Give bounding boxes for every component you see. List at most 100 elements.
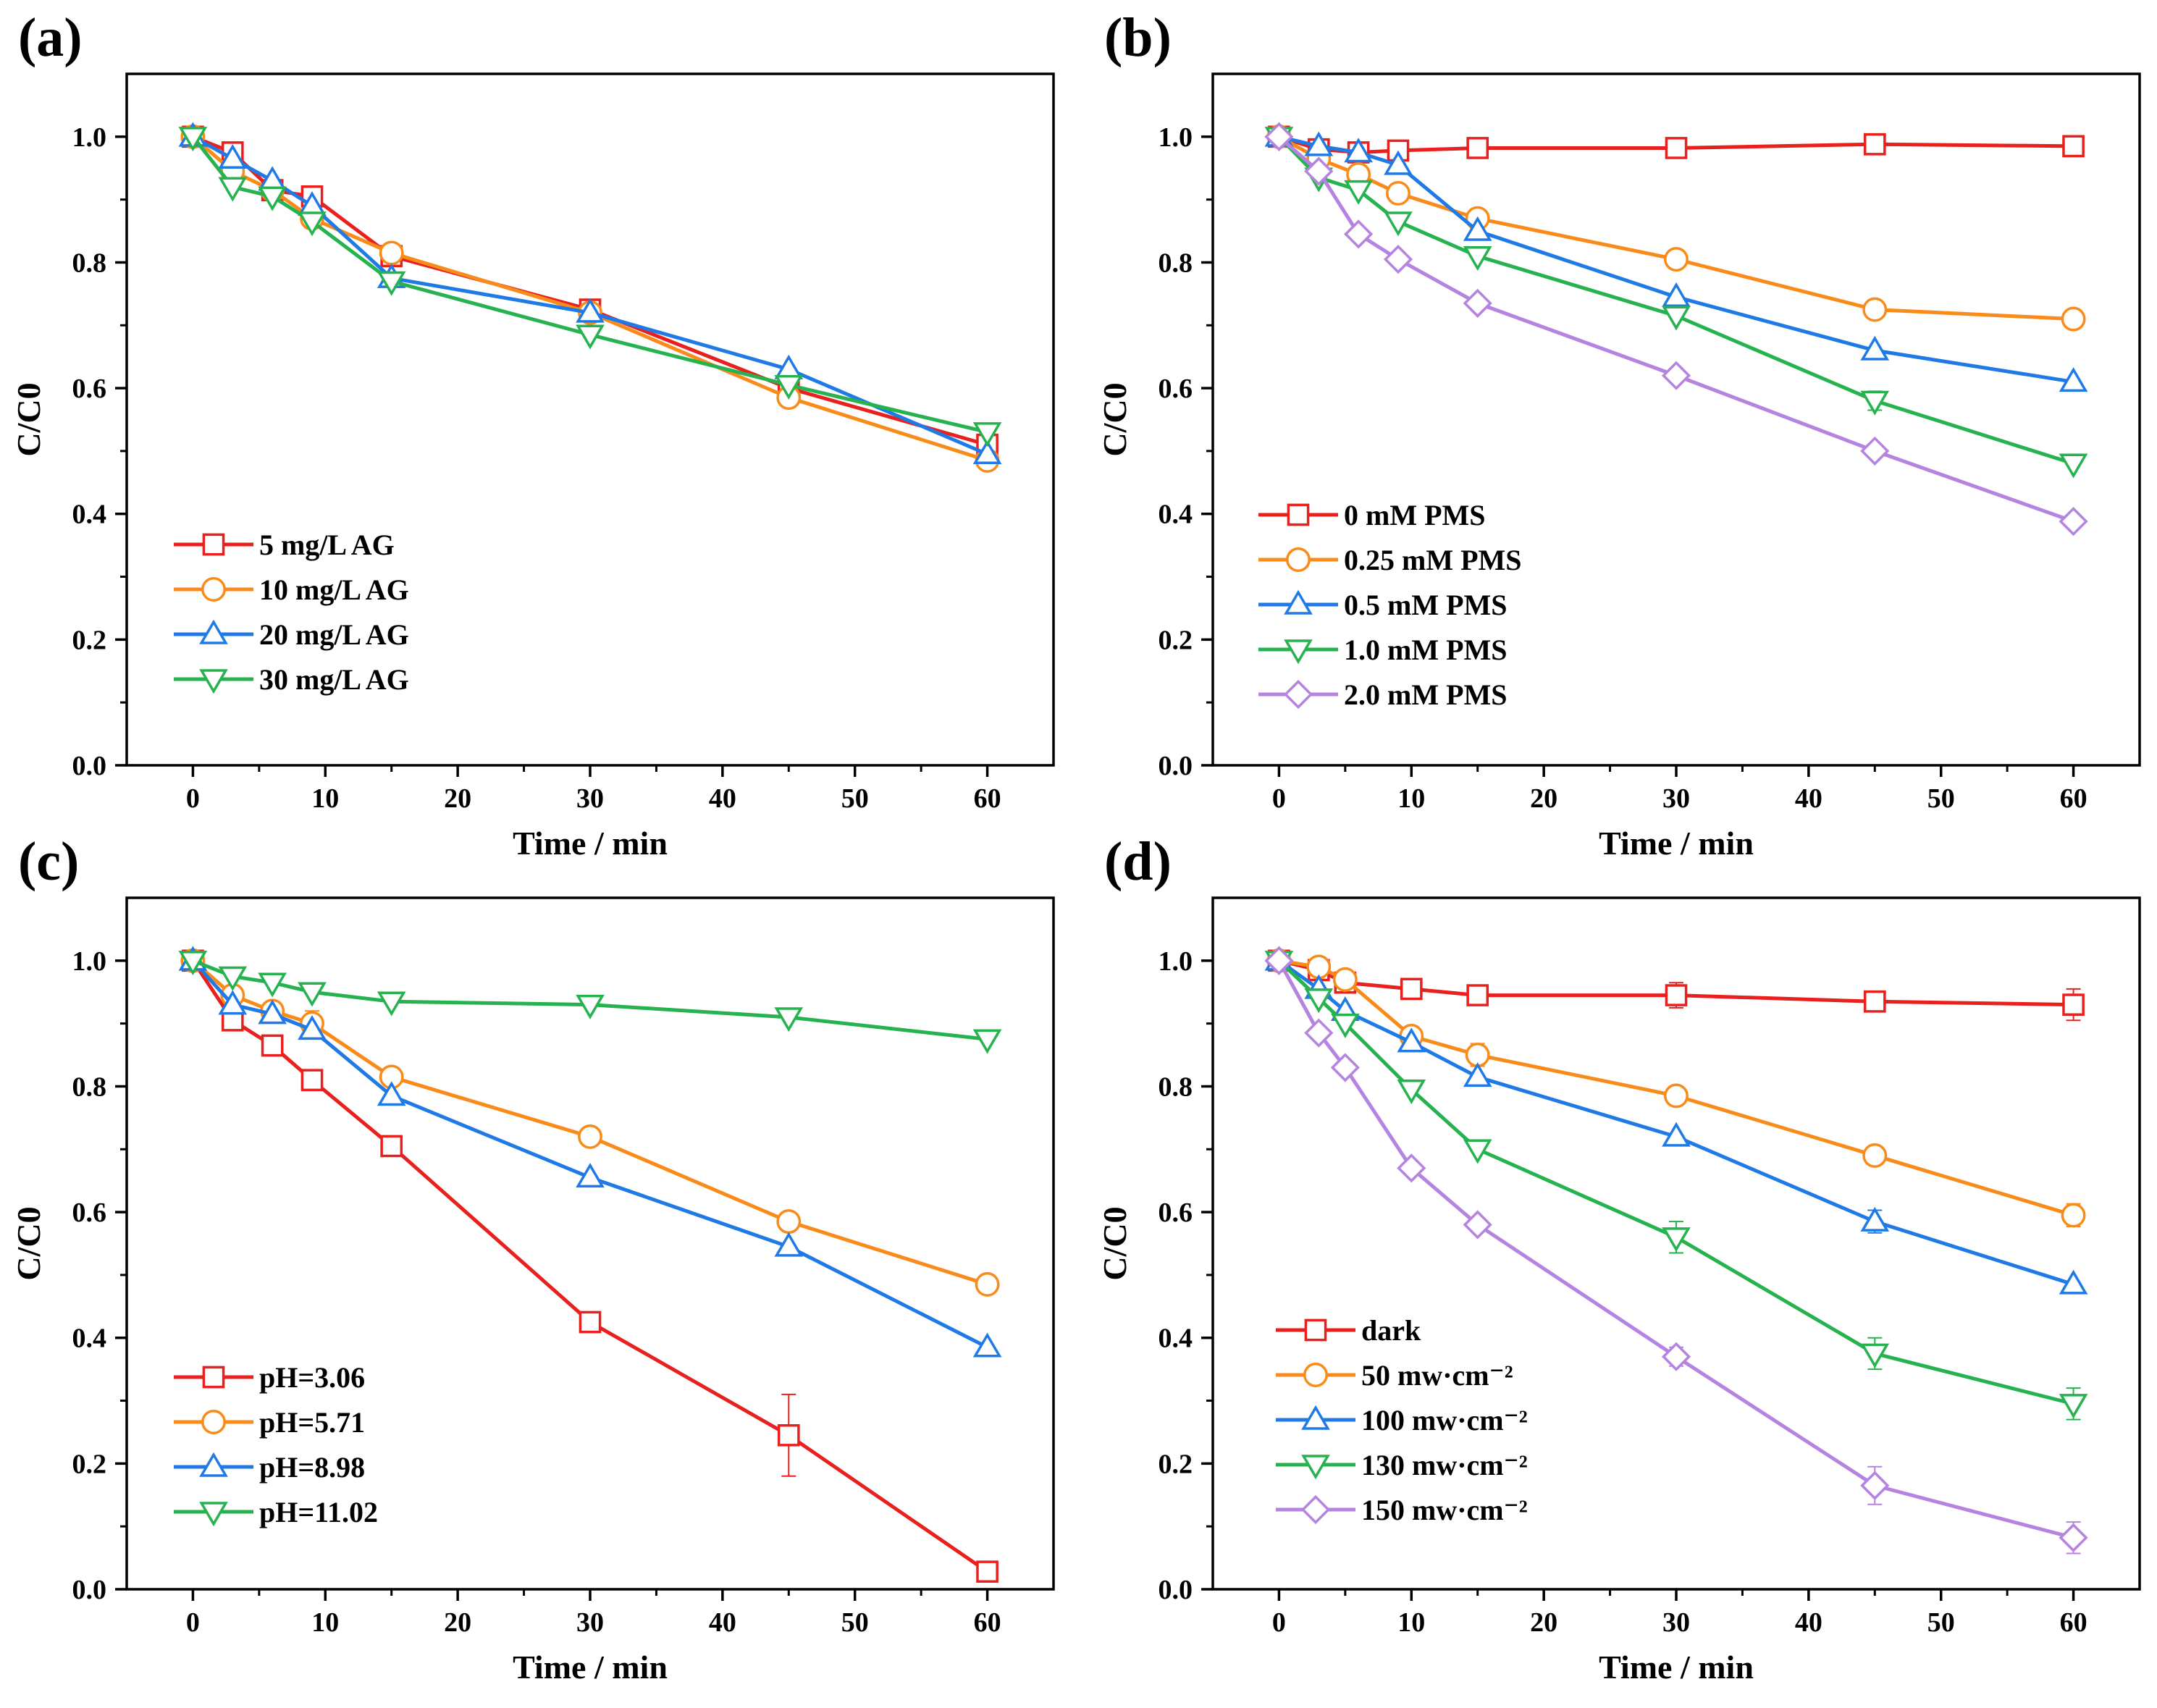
chart-panel-3: (c) 0 10 20 30 40 50 60 0.0 0.2 0.4 0.6 0.8 1.0 Time /… (10, 831, 1055, 1686)
data-point (377, 271, 406, 296)
data-point (2062, 993, 2085, 1016)
legend: pH=3.06 pH=5.71 pH=8.98 pH=11.02 (174, 1361, 378, 1528)
legend-label: 130 mw·cm⁻² (1361, 1449, 1528, 1481)
y-tick-label: 0.2 (72, 625, 107, 655)
data-point (1860, 436, 1890, 466)
x-tick-label: 20 (1530, 1607, 1557, 1638)
legend-item: 30 mg/L AG (174, 663, 409, 696)
data-point (377, 991, 406, 1017)
legend-label: pH=8.98 (259, 1451, 365, 1484)
legend-item: 50 mw·cm⁻² (1276, 1359, 1513, 1392)
data-point (258, 972, 287, 998)
data-point (1384, 211, 1413, 237)
x-tick-label: 20 (1530, 783, 1557, 814)
legend-label: 0.5 mM PMS (1344, 589, 1508, 621)
legend-label: 30 mg/L AG (259, 663, 409, 696)
x-tick-label: 20 (444, 783, 471, 814)
y-axis-title: C/C0 (10, 382, 47, 456)
legend-marker (1286, 547, 1311, 572)
data-point (1664, 247, 1689, 272)
data-point (1463, 288, 1492, 318)
legend-marker (1300, 1494, 1331, 1525)
x-tick-label: 60 (2060, 783, 2087, 814)
x-tick-label: 20 (444, 1607, 471, 1638)
data-point (1661, 1342, 1691, 1371)
legend-item: 10 mg/L AG (174, 573, 409, 606)
series-1 (182, 949, 998, 1583)
data-point (576, 1163, 605, 1188)
legend-label: 20 mg/L AG (259, 618, 409, 651)
data-point (1397, 1027, 1426, 1053)
x-axis-title: Time / min (513, 1649, 668, 1686)
legend-marker (199, 1452, 228, 1477)
x-tick-label: 0 (186, 1607, 200, 1638)
data-point (298, 1015, 327, 1040)
y-tick-label: 0.0 (72, 1575, 107, 1605)
data-point (1665, 984, 1688, 1006)
legend-marker (1283, 679, 1313, 710)
legend-item: 5 mg/L AG (174, 529, 395, 561)
data-point (1332, 967, 1358, 992)
data-point (1664, 1083, 1689, 1108)
data-point (218, 143, 248, 169)
series-4 (178, 951, 1002, 1054)
data-point (776, 1209, 802, 1234)
data-point (258, 999, 287, 1025)
panel-letter: (d) (1104, 831, 1172, 892)
data-point (777, 1423, 800, 1447)
y-tick-label: 0.6 (72, 374, 107, 404)
series-3 (1264, 122, 2088, 392)
legend-item: 0.25 mM PMS (1258, 544, 1522, 576)
legend-label: pH=11.02 (259, 1496, 378, 1528)
legend-marker (202, 533, 225, 556)
x-tick-label: 40 (1795, 1607, 1822, 1638)
y-tick-label: 1.0 (72, 946, 107, 977)
data-point (578, 1124, 602, 1149)
data-point (1304, 988, 1334, 1014)
legend-marker (1301, 1455, 1330, 1480)
legend-label: 10 mg/L AG (259, 573, 409, 606)
legend-label: 50 mw·cm⁻² (1361, 1359, 1513, 1392)
y-tick-label: 0.8 (1159, 1072, 1193, 1102)
data-point (261, 1034, 284, 1057)
x-tick-label: 50 (841, 1607, 869, 1638)
data-point (178, 127, 208, 152)
data-point (1463, 1139, 1492, 1164)
data-point (218, 966, 248, 991)
data-point (1862, 1143, 1888, 1168)
x-tick-label: 50 (841, 783, 869, 814)
data-point (1400, 977, 1423, 1001)
data-point (1863, 132, 1886, 156)
y-tick-label: 1.0 (72, 122, 107, 153)
legend-label: pH=5.71 (259, 1406, 365, 1439)
data-point (1383, 245, 1413, 274)
x-tick-label: 60 (974, 1607, 1001, 1638)
data-point (1860, 390, 1890, 416)
y-tick-label: 1.0 (1159, 946, 1193, 977)
data-point (774, 1007, 804, 1032)
data-point (218, 990, 248, 1015)
series-4 (1264, 951, 2088, 1421)
data-point (380, 1135, 403, 1158)
chart-panel-2: (b) 0 10 20 30 40 50 60 0.0 0.2 0.4 0.6 0.8 1.0 Time /… (1096, 7, 2141, 862)
data-point (975, 1271, 1000, 1297)
legend-marker (1301, 1405, 1330, 1430)
x-tick-label: 10 (311, 783, 339, 814)
data-point (258, 166, 287, 191)
data-point (576, 324, 605, 350)
legend-marker (1304, 1318, 1327, 1342)
legend-marker (1284, 639, 1313, 665)
data-point (1466, 137, 1489, 159)
data-point (218, 177, 248, 202)
legend-marker (199, 669, 228, 694)
legend-marker (1303, 1363, 1328, 1387)
data-point (1384, 150, 1413, 175)
legend-label: 1.0 mM PMS (1344, 634, 1508, 666)
data-point (298, 982, 327, 1007)
data-point (1264, 122, 1294, 151)
x-tick-label: 40 (709, 783, 736, 814)
series-line (1277, 135, 2074, 523)
legend-marker (1284, 589, 1313, 615)
data-point (1304, 156, 1334, 186)
